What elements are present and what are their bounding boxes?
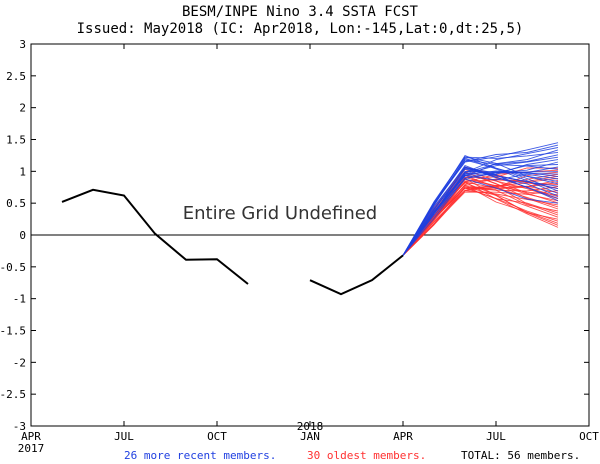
y-tick-label: 0	[19, 229, 26, 242]
oldest-members-series	[402, 166, 559, 256]
recent-member-line	[402, 178, 559, 256]
legend-recent-members: 26 more recent members.	[124, 449, 276, 462]
legend-total-members: TOTAL: 56 members.	[461, 449, 580, 462]
y-tick-label: 3	[19, 38, 26, 51]
recent-members-series	[402, 142, 559, 256]
legend-oldest-members: 30 oldest members.	[307, 449, 426, 462]
y-tick-label: -2	[13, 356, 26, 369]
y-tick-label: -1.5	[0, 325, 26, 338]
observed-line-segment	[61, 188, 249, 285]
recent-member-line	[402, 147, 559, 256]
chart-subtitle: Issued: May2018 (IC: Apr2018, Lon:-145,L…	[77, 21, 524, 37]
x-tick-label: JUL	[114, 430, 134, 443]
y-tick-label: 2.5	[6, 70, 26, 83]
y-tick-label: 1	[19, 165, 26, 178]
y-tick-label: 2	[19, 102, 26, 115]
y-tick-label: 1.5	[6, 134, 26, 147]
recent-member-line	[402, 165, 559, 256]
undefined-grid-annotation: Entire Grid Undefined	[183, 203, 377, 224]
y-tick-label: 0.5	[6, 197, 26, 210]
x-tick-year-label: 2018	[297, 420, 324, 433]
x-tick-label: OCT	[207, 430, 227, 443]
chart-title: BESM/INPE Nino 3.4 SSTA FCST	[182, 4, 419, 20]
y-axis: 3 2.5 2 1.5 1 0.5 0 -0.5 -1 -1.5 -2 -2.5 -3	[0, 38, 589, 433]
x-tick-label: JUL	[486, 430, 506, 443]
x-tick-label: APR	[393, 430, 413, 443]
recent-member-line	[402, 142, 559, 256]
observed-line-segment	[309, 254, 404, 296]
y-tick-label: -2.5	[0, 388, 26, 401]
x-tick-label: OCT	[579, 430, 599, 443]
oldest-member-line	[402, 173, 559, 256]
y-tick-label: -1	[13, 293, 26, 306]
y-tick-label: -3	[13, 420, 26, 433]
oldest-member-line	[402, 167, 559, 256]
observed-series	[61, 188, 404, 296]
x-tick-label: APR	[21, 430, 41, 443]
x-tick-label: JAN	[300, 430, 320, 443]
recent-member-line	[402, 161, 559, 256]
x-tick-year-label: 2017	[18, 442, 45, 455]
y-tick-label: -0.5	[0, 261, 26, 274]
